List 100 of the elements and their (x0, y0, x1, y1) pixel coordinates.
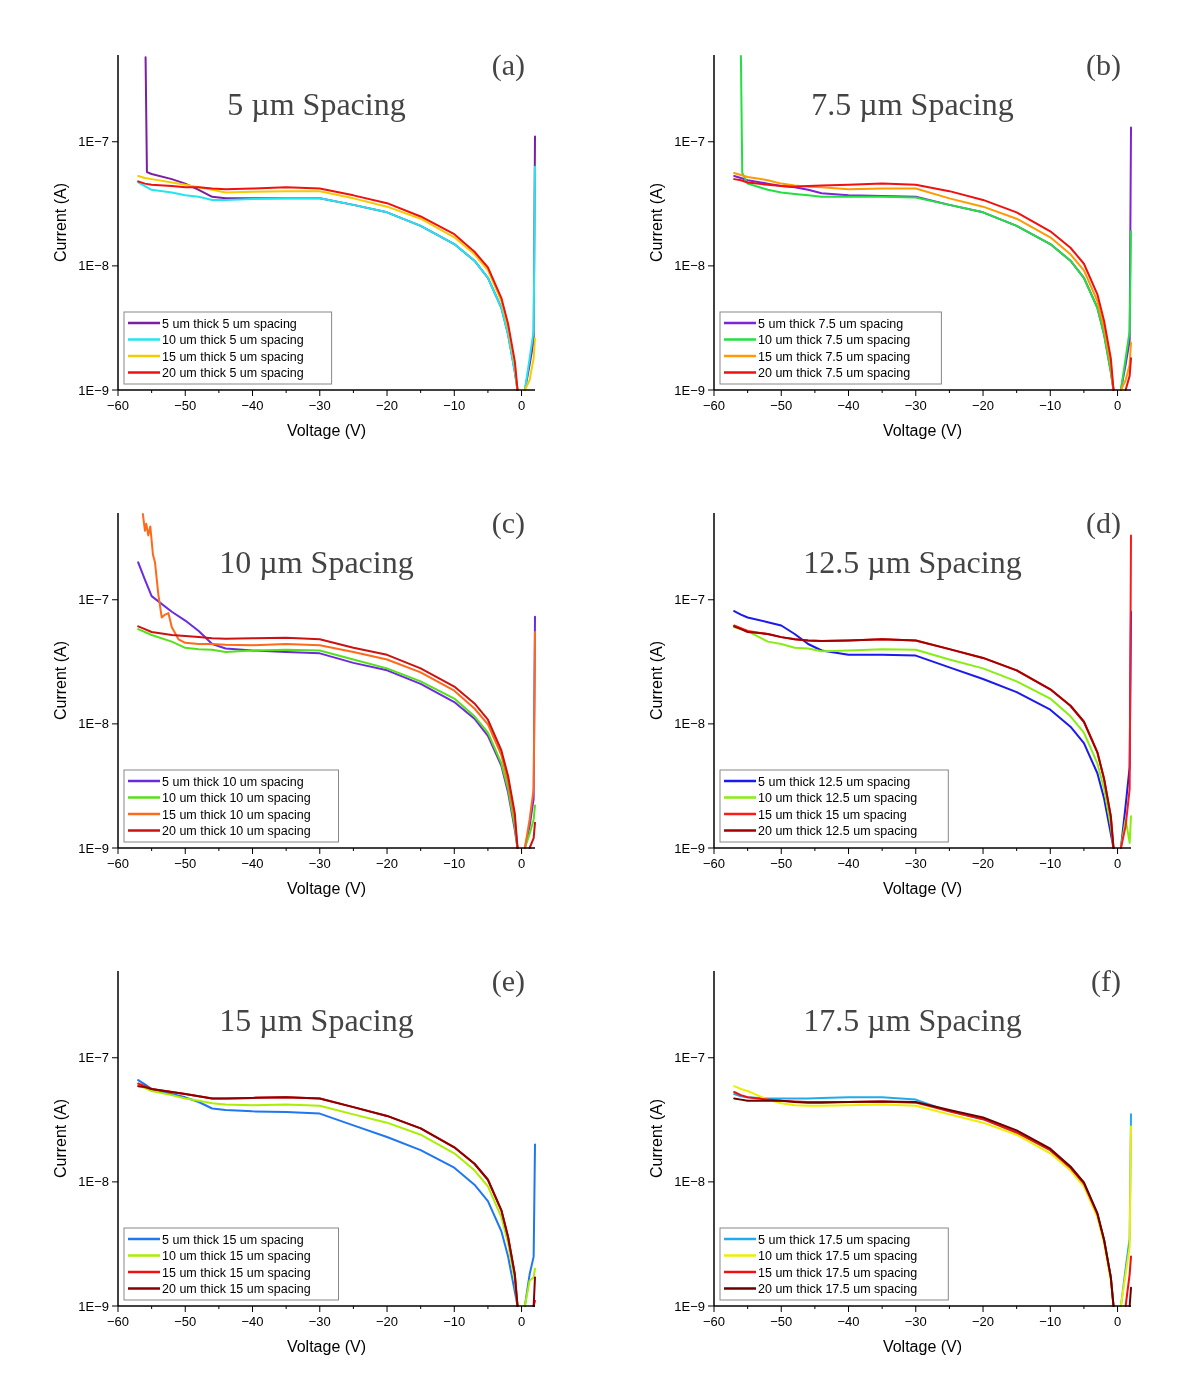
legend-label: 15 um thick 7.5 um spacing (758, 349, 911, 364)
y-tick-label: 1E−8 (78, 1174, 109, 1190)
x-tick-label: −60 (702, 1314, 726, 1329)
x-tick-label: −40 (241, 1314, 264, 1329)
x-tick-label: −30 (904, 398, 927, 413)
x-tick-label: 0 (517, 398, 526, 413)
x-tick-label: −50 (770, 398, 793, 413)
legend-label: 15 um thick 5 um spacing (162, 349, 304, 364)
legend-label: 10 um thick 10 um spacing (162, 791, 311, 805)
legend-label: 10 um thick 15 um spacing (162, 1249, 311, 1263)
x-axis-title: Voltage (V) (882, 880, 963, 897)
y-tick-label: 1E−7 (674, 1050, 705, 1066)
text: 12.5 µm Spacing (803, 544, 1022, 580)
legend-label: 10 um thick 7.5 um spacing (758, 333, 911, 347)
y-axis-title: Current (A) (648, 182, 665, 263)
x-tick-label: 0 (1113, 856, 1122, 871)
y-tick-label: 1E−8 (78, 258, 109, 274)
x-tick-label: −10 (1039, 398, 1062, 413)
y-tick-label: 1E−8 (674, 258, 705, 274)
legend-label: 5 um thick 7.5 um spacing (758, 316, 904, 331)
legend-label: 15 um thick 10 um spacing (162, 807, 311, 822)
x-tick-label: −10 (443, 856, 466, 871)
legend-label: 10 um thick 12.5 um spacing (758, 791, 918, 805)
x-tick-label: −20 (972, 1314, 995, 1329)
x-tick-label: 0 (517, 1314, 526, 1329)
x-tick-label: −60 (106, 398, 130, 413)
legend-label: 5 um thick 17.5 um spacing (758, 1232, 911, 1247)
x-tick-label: −60 (106, 1314, 130, 1329)
y-tick-label: 1E−7 (78, 134, 109, 150)
y-axis-title: Current (A) (648, 640, 665, 721)
y-axis-title: Current (A) (52, 182, 69, 263)
x-tick-label: −50 (770, 856, 793, 871)
legend-label: 20 um thick 7.5 um spacing (758, 366, 911, 380)
y-tick-label: 1E−7 (674, 592, 705, 608)
x-tick-label: 0 (517, 856, 526, 871)
y-axis-title: Current (A) (52, 1098, 69, 1179)
x-tick-label: −50 (174, 1314, 197, 1329)
x-tick-label: −20 (972, 398, 995, 413)
x-tick-label: −30 (904, 1314, 927, 1329)
x-tick-label: −30 (308, 1314, 331, 1329)
x-tick-label: −10 (443, 1314, 466, 1329)
text: 15 µm Spacing (219, 1002, 414, 1038)
legend-label: 10 um thick 17.5 um spacing (758, 1249, 918, 1263)
x-tick-label: −50 (174, 856, 197, 871)
x-tick-label: −50 (174, 398, 197, 413)
x-tick-label: −40 (837, 398, 860, 413)
legend-label: 5 um thick 12.5 um spacing (758, 774, 911, 789)
annotation: (b) (1086, 48, 1121, 82)
y-tick-label: 1E−8 (78, 716, 109, 732)
x-tick-label: −20 (972, 856, 995, 871)
x-tick-label: −10 (1039, 1314, 1062, 1329)
text: 7.5 µm Spacing (811, 86, 1014, 122)
legend-label: 5 um thick 10 um spacing (162, 774, 304, 789)
x-tick-label: −20 (376, 1314, 399, 1329)
text: 5 µm Spacing (227, 86, 406, 122)
legend-label: 5 um thick 15 um spacing (162, 1232, 304, 1247)
x-axis-title: Voltage (V) (286, 880, 367, 897)
x-tick-label: −10 (443, 398, 466, 413)
y-tick-label: 1E−8 (674, 716, 705, 732)
x-tick-label: −20 (376, 398, 399, 413)
x-axis-title: Voltage (V) (286, 422, 367, 439)
x-tick-label: −10 (1039, 856, 1062, 871)
legend-label: 15 um thick 15 um spacing (162, 1265, 311, 1280)
x-tick-label: −40 (241, 856, 264, 871)
x-tick-label: −30 (904, 856, 927, 871)
x-tick-label: 0 (1113, 398, 1122, 413)
text: 17.5 µm Spacing (803, 1002, 1022, 1038)
legend-label: 20 um thick 5 um spacing (162, 366, 304, 380)
y-tick-label: 1E−9 (674, 840, 705, 856)
x-tick-label: −30 (308, 398, 331, 413)
y-tick-label: 1E−9 (78, 1298, 109, 1314)
y-axis-title: Current (A) (52, 640, 69, 721)
legend-label: 10 um thick 5 um spacing (162, 333, 304, 347)
y-tick-label: 1E−9 (78, 840, 109, 856)
y-tick-label: 1E−7 (78, 1050, 109, 1066)
annotation: (e) (491, 964, 525, 998)
legend-label: 20 um thick 17.5 um spacing (758, 1282, 918, 1296)
y-tick-label: 1E−7 (674, 134, 705, 150)
x-tick-label: −40 (837, 1314, 860, 1329)
annotation: (c) (491, 506, 525, 540)
x-axis-title: Voltage (V) (882, 1338, 963, 1355)
y-axis-title: Current (A) (648, 1098, 665, 1179)
annotation: (f) (1091, 964, 1121, 998)
y-tick-label: 1E−9 (78, 382, 109, 398)
x-axis-title: Voltage (V) (286, 1338, 367, 1355)
y-tick-label: 1E−8 (674, 1174, 705, 1190)
legend-label: 20 um thick 15 um spacing (162, 1282, 311, 1296)
annotation: (a) (491, 48, 525, 82)
x-tick-label: 0 (1113, 1314, 1122, 1329)
x-tick-label: −60 (702, 398, 726, 413)
y-tick-label: 1E−9 (674, 1298, 705, 1314)
legend-label: 5 um thick 5 um spacing (162, 316, 297, 331)
annotation: (d) (1086, 506, 1121, 540)
y-tick-label: 1E−9 (674, 382, 705, 398)
x-tick-label: −60 (702, 856, 726, 871)
x-tick-label: −40 (241, 398, 264, 413)
text: 10 µm Spacing (219, 544, 414, 580)
y-tick-label: 1E−7 (78, 592, 109, 608)
x-tick-label: −60 (106, 856, 130, 871)
x-axis-title: Voltage (V) (882, 422, 963, 439)
